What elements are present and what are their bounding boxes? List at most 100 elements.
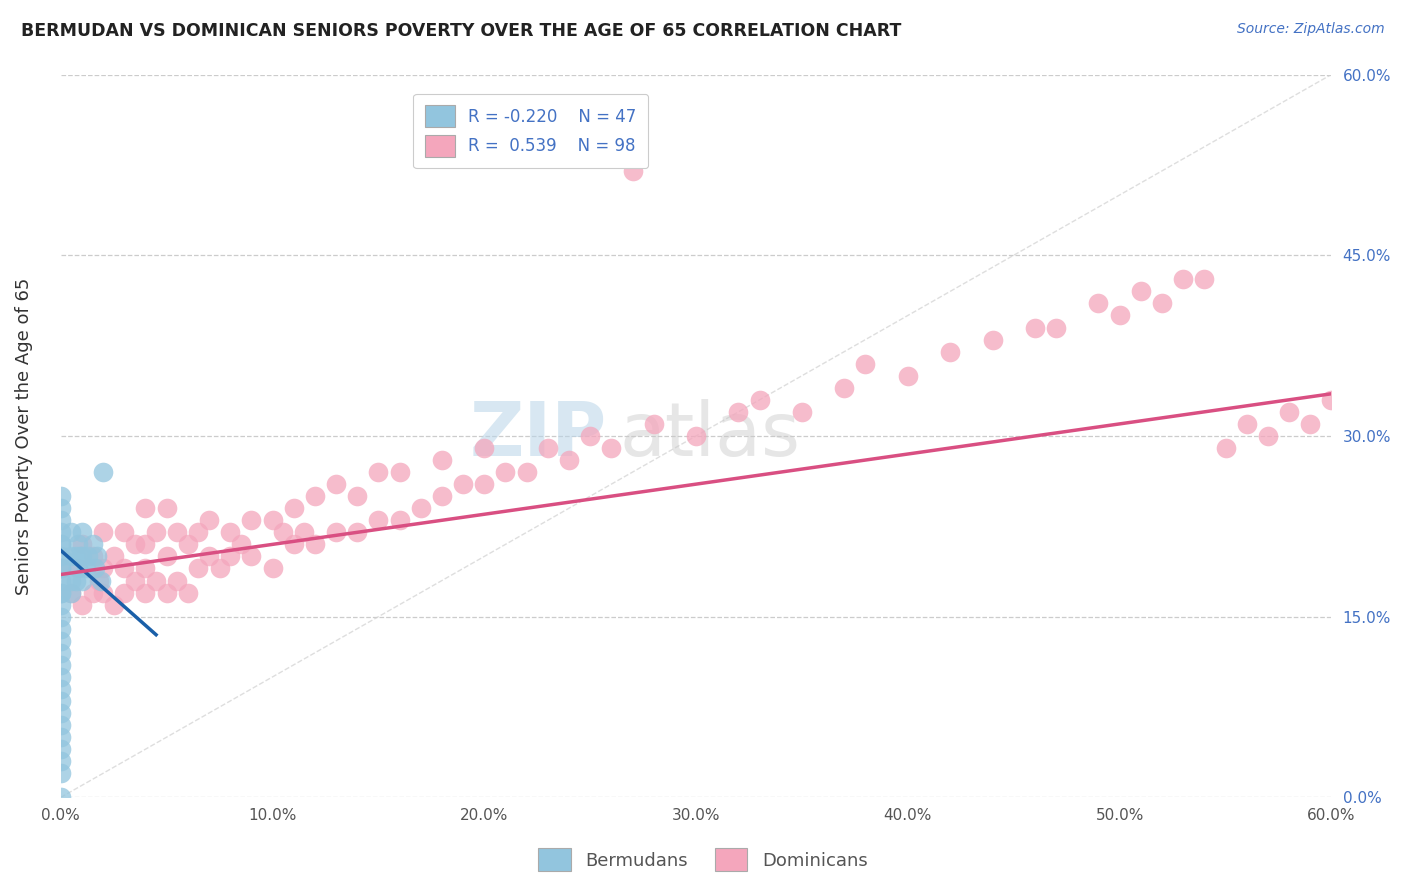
- Point: [325, 525, 347, 540]
- Point: [451, 477, 474, 491]
- Point: [70, 537, 93, 551]
- Point: [1129, 285, 1152, 299]
- Y-axis label: Seniors Poverty Over the Age of 65: Seniors Poverty Over the Age of 65: [15, 277, 32, 595]
- Point: [49, 694, 72, 708]
- Point: [558, 453, 581, 467]
- Point: [49, 646, 72, 660]
- Point: [49, 706, 72, 720]
- Point: [292, 525, 315, 540]
- Point: [49, 537, 72, 551]
- Point: [600, 441, 623, 455]
- Point: [219, 549, 242, 564]
- Point: [981, 333, 1004, 347]
- Point: [49, 622, 72, 636]
- Point: [82, 549, 104, 564]
- Point: [240, 549, 263, 564]
- Point: [1278, 405, 1301, 419]
- Point: [91, 465, 114, 479]
- Point: [83, 561, 105, 575]
- Point: [283, 501, 305, 516]
- Point: [49, 585, 72, 599]
- Point: [77, 549, 100, 564]
- Point: [1257, 429, 1279, 443]
- Point: [49, 609, 72, 624]
- Point: [1108, 309, 1130, 323]
- Point: [49, 742, 72, 756]
- Point: [388, 465, 411, 479]
- Point: [82, 537, 104, 551]
- Point: [790, 405, 813, 419]
- Point: [103, 598, 125, 612]
- Point: [166, 525, 188, 540]
- Point: [60, 549, 83, 564]
- Point: [187, 561, 209, 575]
- Point: [70, 549, 93, 564]
- Point: [897, 368, 920, 383]
- Point: [1024, 320, 1046, 334]
- Point: [495, 465, 517, 479]
- Point: [1150, 296, 1173, 310]
- Point: [91, 561, 114, 575]
- Point: [60, 525, 83, 540]
- Point: [516, 465, 538, 479]
- Point: [65, 549, 87, 564]
- Point: [621, 164, 644, 178]
- Point: [727, 405, 749, 419]
- Point: [156, 501, 179, 516]
- Point: [49, 598, 72, 612]
- Point: [271, 525, 294, 540]
- Point: [112, 561, 135, 575]
- Point: [49, 633, 72, 648]
- Point: [325, 477, 347, 491]
- Point: [177, 537, 200, 551]
- Point: [855, 357, 877, 371]
- Point: [124, 574, 146, 588]
- Text: ZIP: ZIP: [470, 400, 607, 473]
- Point: [66, 561, 89, 575]
- Point: [103, 549, 125, 564]
- Point: [1384, 417, 1406, 431]
- Point: [579, 429, 602, 443]
- Point: [1341, 429, 1364, 443]
- Point: [834, 381, 856, 395]
- Point: [283, 537, 305, 551]
- Point: [1087, 296, 1109, 310]
- Point: [49, 513, 72, 527]
- Point: [685, 429, 707, 443]
- Text: atlas: atlas: [620, 400, 801, 473]
- Legend: Bermudans, Dominicans: Bermudans, Dominicans: [531, 841, 875, 879]
- Point: [70, 598, 93, 612]
- Point: [49, 574, 72, 588]
- Point: [65, 574, 87, 588]
- Point: [1299, 417, 1322, 431]
- Point: [112, 585, 135, 599]
- Point: [1215, 441, 1237, 455]
- Point: [112, 525, 135, 540]
- Point: [60, 585, 83, 599]
- Point: [145, 574, 167, 588]
- Point: [388, 513, 411, 527]
- Point: [409, 501, 432, 516]
- Point: [86, 549, 108, 564]
- Point: [187, 525, 209, 540]
- Point: [748, 392, 770, 407]
- Point: [49, 501, 72, 516]
- Point: [1173, 272, 1195, 286]
- Point: [49, 561, 72, 575]
- Point: [134, 561, 156, 575]
- Point: [90, 574, 112, 588]
- Point: [346, 525, 368, 540]
- Point: [49, 718, 72, 732]
- Point: [70, 574, 93, 588]
- Point: [262, 513, 284, 527]
- Point: [229, 537, 252, 551]
- Point: [134, 537, 156, 551]
- Point: [49, 525, 72, 540]
- Point: [134, 501, 156, 516]
- Point: [69, 549, 91, 564]
- Point: [643, 417, 665, 431]
- Point: [49, 657, 72, 672]
- Point: [49, 585, 72, 599]
- Point: [87, 574, 110, 588]
- Point: [134, 585, 156, 599]
